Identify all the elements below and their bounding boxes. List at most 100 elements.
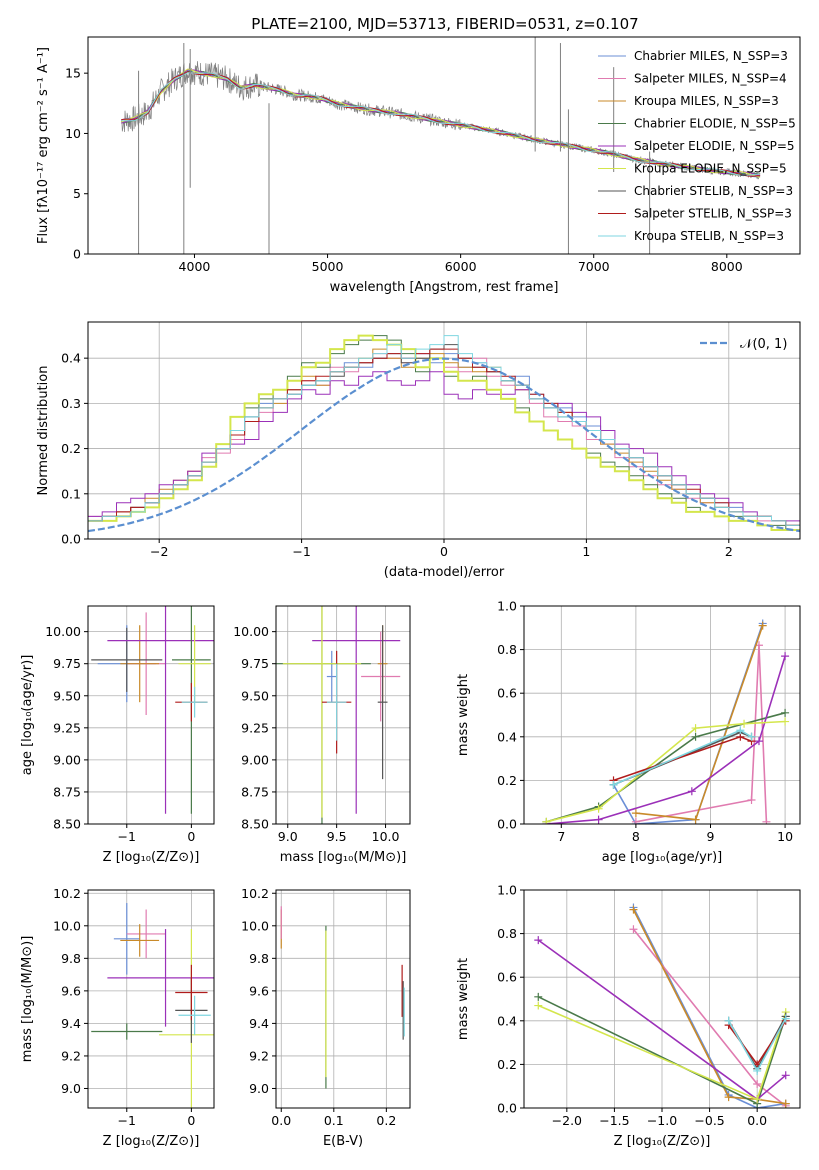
figure-title: PLATE=2100, MJD=53713, FIBERID=0531, z=0… [251, 15, 638, 33]
histogram-step-line [88, 371, 800, 522]
y-axis-label: Flux [fλ10⁻¹⁷ erg cm⁻² s⁻¹ A⁻¹] [36, 47, 51, 244]
weight-marker [762, 817, 771, 824]
weight-marker [534, 936, 543, 945]
weight-marker [534, 1001, 543, 1010]
x-axis-label: Z [log₁₀(Z/Z⊙)] [614, 1134, 711, 1149]
errorbar-cross [175, 964, 208, 1021]
legend-label: Kroupa MILES, N_SSP=3 [634, 94, 779, 108]
legend-label: Chabrier ELODIE, N_SSP=5 [634, 117, 796, 131]
x-tick-label: 8 [632, 829, 640, 844]
y-tick-label: 8.75 [53, 784, 81, 799]
y-tick-label: 10.00 [45, 624, 81, 639]
x-axis-label: E(B-V) [323, 1134, 363, 1149]
y-tick-label: 0.8 [497, 642, 517, 657]
chart-residual-hist: −2 −1 0 1 2 0.0 0.1 0.2 0.3 0.4 (data-model)/error… [36, 321, 801, 580]
x-tick-label: 6000 [445, 259, 477, 274]
weight-line [613, 735, 752, 782]
x-tick-label: 4000 [179, 259, 211, 274]
axes-frame [275, 889, 411, 1109]
weight-marker [747, 796, 756, 805]
x-tick-label: 8000 [711, 259, 743, 274]
y-tick-label: 9.2 [61, 1048, 81, 1063]
weight-marker [542, 817, 551, 824]
x-tick-label: −1.5 [599, 1113, 629, 1128]
legend-label: Salpeter ELODIE, N_SSP=5 [634, 139, 795, 153]
y-tick-label: 1.0 [497, 599, 517, 614]
errorbar-cross [377, 625, 388, 780]
y-tick-label: 9.00 [241, 752, 269, 767]
weight-marker [753, 1066, 762, 1075]
axes-frame [87, 889, 215, 1109]
x-tick-label: −1.0 [647, 1113, 677, 1128]
legend-label: Chabrier STELIB, N_SSP=3 [634, 184, 793, 198]
weight-marker [724, 1016, 733, 1025]
weight-marker [781, 708, 790, 717]
y-axis-label: age [log₁₀(age/yr)] [20, 655, 35, 776]
chart-age-vs-Z: −1 0 8.50 8.75 9.00 9.25 9.50 9.75 10.00 Z [log₁₀… [20, 605, 215, 865]
y-tick-label: 0.2 [61, 441, 81, 456]
weight-marker [534, 992, 543, 1001]
x-tick-label: −1 [292, 544, 310, 559]
plot-area [88, 322, 800, 539]
y-tick-label: 0.3 [61, 396, 81, 411]
errorbar-cross [326, 650, 337, 703]
y-tick-label: 9.25 [53, 720, 81, 735]
errorbar-cross [126, 909, 166, 959]
y-tick-label: 9.4 [61, 1016, 81, 1031]
axes-frame [87, 36, 801, 255]
x-tick-label: 0.2 [376, 1113, 396, 1128]
y-tick-label: 9.2 [249, 1048, 269, 1063]
weight-marker [687, 787, 696, 796]
x-tick-label: 9.5 [327, 829, 347, 844]
y-tick-label: 0.4 [61, 351, 81, 366]
chart-spectrum: 4000 5000 6000 7000 8000 0 5 10 15 wavelength [An… [36, 36, 801, 295]
axes-frame [523, 605, 801, 825]
errorbar-cross [91, 1023, 163, 1040]
weight-marker [781, 1071, 790, 1080]
y-tick-label: 0.6 [497, 686, 517, 701]
y-tick-label: 0.1 [61, 486, 81, 501]
weight-marker [724, 1093, 733, 1102]
x-tick-label: 0 [187, 1113, 195, 1128]
x-tick-label: −0.5 [694, 1113, 724, 1128]
y-tick-label: 9.0 [61, 1081, 81, 1096]
weight-line [632, 909, 786, 1105]
x-tick-label: −2.0 [552, 1113, 582, 1128]
weight-marker [781, 717, 790, 726]
y-tick-label: 8.50 [241, 817, 269, 832]
x-tick-label: −1 [118, 829, 136, 844]
y-tick-label: 10.2 [241, 886, 269, 901]
errorbar-cross [107, 929, 214, 1027]
y-tick-label: 5 [73, 186, 81, 201]
y-tick-label: 0 [73, 247, 81, 262]
y-tick-label: 0.4 [497, 1013, 517, 1028]
plot-area [276, 890, 410, 1108]
y-tick-label: 0.8 [497, 926, 517, 941]
weight-marker [594, 815, 603, 824]
weight-line [546, 712, 786, 823]
axes-frame [87, 605, 215, 825]
weight-marker [629, 925, 638, 934]
y-tick-label: 0.6 [497, 970, 517, 985]
y-tick-label: 10.0 [53, 918, 81, 933]
weight-marker [736, 726, 745, 735]
y-tick-label: 9.0 [249, 1081, 269, 1096]
y-tick-label: 10 [65, 126, 81, 141]
x-axis-label: wavelength [Angstrom, rest frame] [330, 280, 559, 295]
legend-label: Chabrier MILES, N_SSP=3 [634, 49, 788, 63]
weight-marker [609, 780, 618, 789]
y-axis-label: mass [log₁₀(M/M⊙)] [20, 936, 35, 1063]
weight-marker [740, 719, 749, 728]
x-tick-label: 10 [777, 829, 793, 844]
x-tick-label: 9.0 [278, 829, 298, 844]
plot-area [88, 890, 214, 1108]
y-tick-label: 9.8 [249, 951, 269, 966]
y-tick-label: 9.8 [61, 951, 81, 966]
plot-area [524, 606, 800, 824]
weight-marker [629, 905, 638, 914]
histogram-step-line [88, 335, 800, 526]
x-tick-label: 0.1 [324, 1113, 344, 1128]
y-tick-label: 10.0 [241, 918, 269, 933]
x-tick-label: 2 [725, 544, 733, 559]
